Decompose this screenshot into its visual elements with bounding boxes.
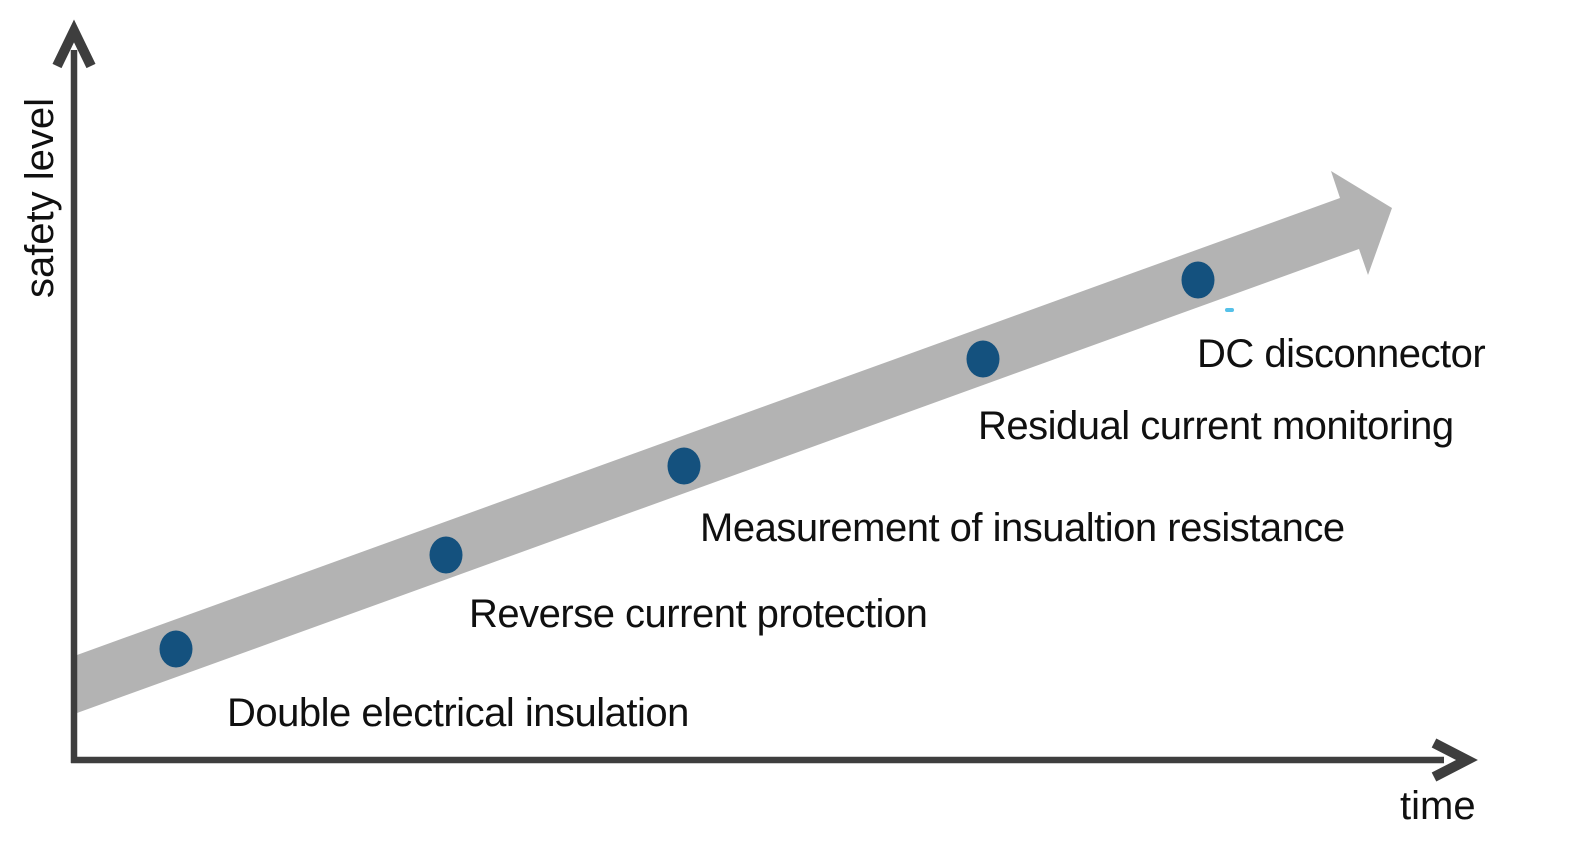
x-axis-label: time bbox=[1400, 784, 1476, 828]
render-artifact-mark bbox=[1225, 308, 1234, 312]
trend-arrow-band bbox=[77, 171, 1392, 713]
y-axis-label: safety level bbox=[18, 97, 62, 299]
data-point-dc-disconnector bbox=[1181, 261, 1215, 299]
point-label-dc-disconnector: DC disconnector bbox=[1197, 332, 1486, 376]
point-label-double-electrical-insulation: Double electrical insulation bbox=[227, 691, 689, 735]
data-point-measurement-of-insulation-resistance bbox=[667, 447, 701, 485]
data-point-double-electrical-insulation bbox=[159, 630, 193, 668]
point-label-measurement-of-insulation-resistance: Measurement of insualtion resistance bbox=[700, 506, 1345, 550]
data-point-residual-current-monitoring bbox=[966, 340, 1000, 378]
point-label-residual-current-monitoring: Residual current monitoring bbox=[978, 404, 1454, 448]
x-axis-arrowhead-icon bbox=[1431, 738, 1478, 782]
point-label-reverse-current-protection: Reverse current protection bbox=[469, 592, 928, 636]
data-point-reverse-current-protection bbox=[429, 536, 463, 574]
y-axis-arrowhead-icon bbox=[52, 19, 96, 69]
